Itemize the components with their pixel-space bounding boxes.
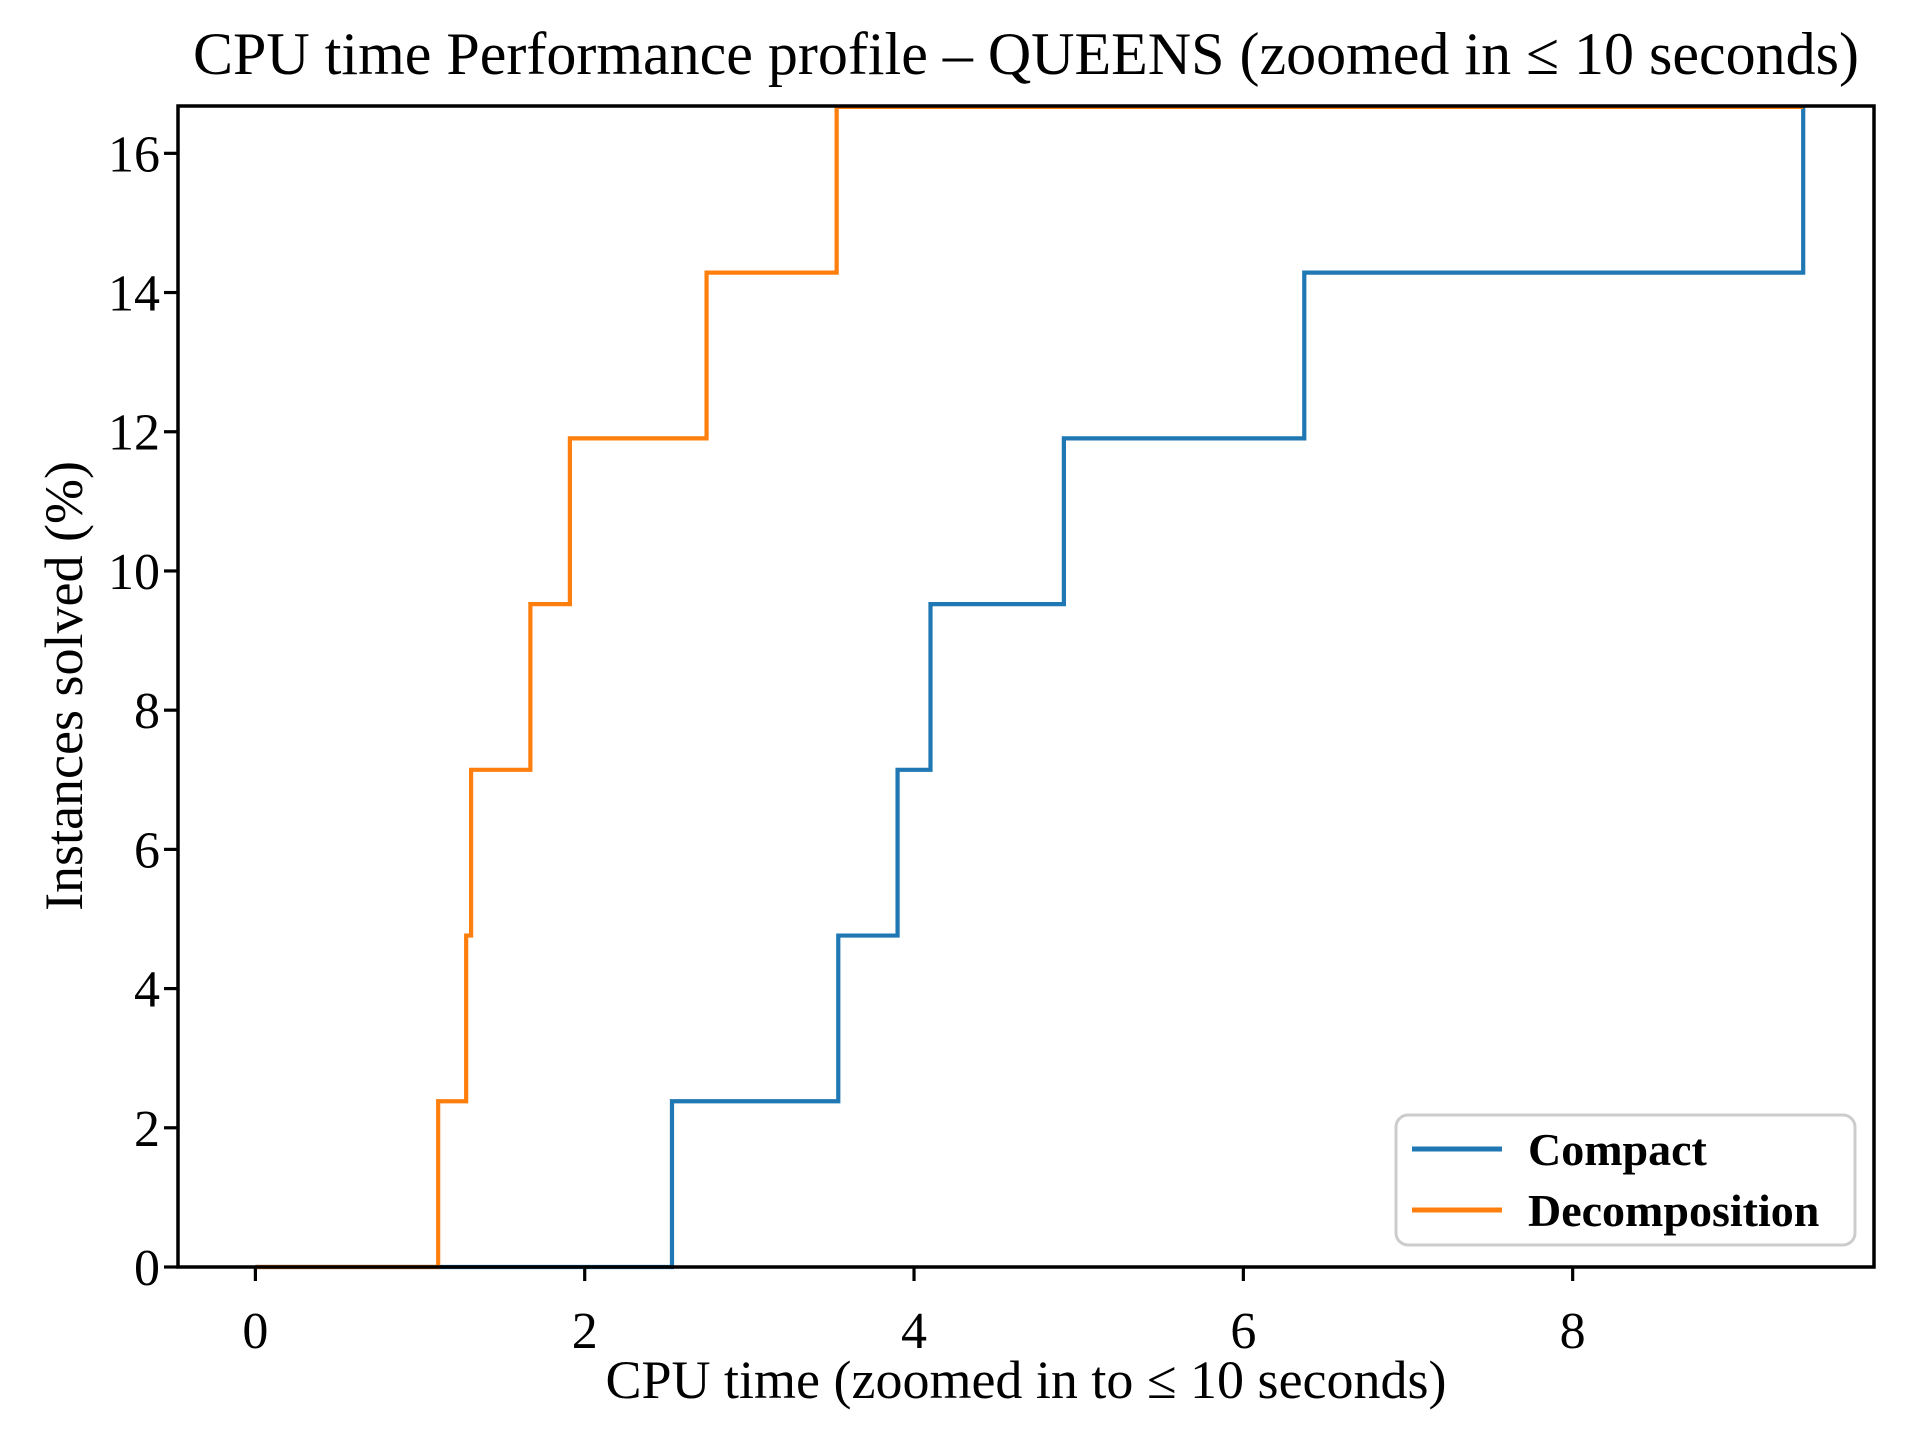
legend-label-compact: Compact: [1528, 1124, 1708, 1175]
legend-label-decomposition: Decomposition: [1528, 1185, 1819, 1236]
x-tick-label: 0: [242, 1303, 268, 1360]
series-line-compact: [255, 106, 1806, 1270]
x-tick-label: 2: [572, 1303, 598, 1360]
y-tick-label: 0: [134, 1240, 160, 1297]
y-tick-label: 8: [134, 683, 160, 740]
y-tick-label: 4: [134, 962, 160, 1019]
legend: Compact Decomposition: [1394, 1113, 1857, 1247]
x-tick-label: 6: [1230, 1303, 1256, 1360]
y-tick-label: 6: [134, 822, 160, 879]
x-tick-label: 8: [1560, 1303, 1586, 1360]
legend-box: [1394, 1113, 1857, 1247]
y-tick-label: 14: [108, 266, 160, 323]
chart-title: CPU time Performance profile – QUEENS (z…: [193, 21, 1859, 87]
x-axis-label: CPU time (zoomed in to ≤ 10 seconds): [605, 1350, 1446, 1410]
ticks-layer: 0 2 4 6 8 0 2 4 6 8 10 12 14 16: [108, 126, 1586, 1360]
y-tick-label: 16: [108, 126, 160, 183]
y-tick-label: 2: [134, 1101, 160, 1158]
y-tick-label: 12: [108, 405, 160, 462]
series-layer: [255, 104, 1806, 1270]
x-tick-label: 4: [901, 1303, 927, 1360]
y-tick-label: 10: [108, 544, 160, 601]
y-axis-label: Instances solved (%): [34, 461, 94, 911]
series-line-decomposition: [255, 104, 1804, 1270]
plot-border: [176, 104, 1876, 1269]
